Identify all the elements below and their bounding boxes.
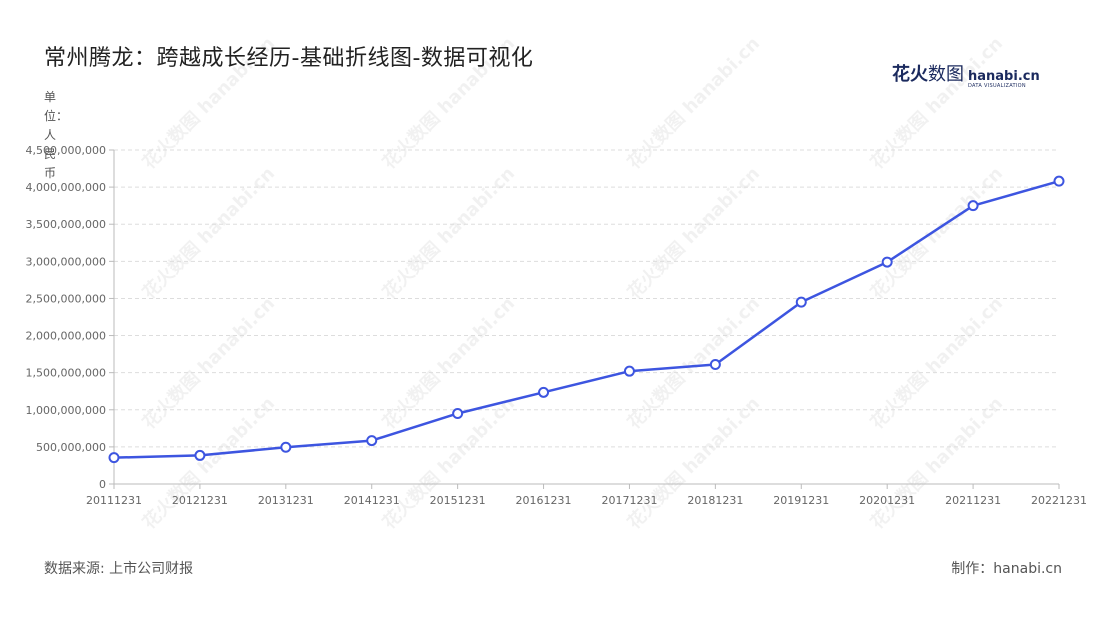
axes: [113, 150, 1059, 485]
x-tick-label: 20181231: [687, 494, 743, 507]
data-point: [1053, 175, 1065, 187]
watermark: 花火数图 hanabi.cn: [138, 162, 279, 303]
watermark: 花火数图 hanabi.cn: [866, 162, 1007, 303]
y-axis-unit-label: 单位：人民币: [44, 90, 69, 180]
watermark: 花火数图 hanabi.cn: [138, 32, 279, 173]
watermark: 花火数图 hanabi.cn: [866, 32, 1007, 173]
watermark: 花火数图 hanabi.cn: [378, 162, 519, 303]
data-point: [967, 200, 979, 212]
logo-en-block: hanabi.cn DATA VISUALIZATION: [968, 70, 1040, 89]
y-tick-label: 3,500,000,000: [26, 218, 106, 231]
credit-note: 制作：hanabi.cn: [951, 561, 1062, 577]
y-tick-label: 2,000,000,000: [26, 330, 106, 343]
data-point: [538, 386, 550, 398]
x-tick-label: 20111231: [86, 494, 142, 507]
logo-subtitle: DATA VISUALIZATION: [968, 83, 1026, 89]
grid-lines: [114, 149, 1059, 448]
y-tick-label: 4,000,000,000: [26, 181, 106, 194]
data-point: [280, 441, 292, 453]
y-tick-label: 3,000,000,000: [26, 255, 106, 268]
logo-en-text: hanabi.cn: [968, 69, 1040, 84]
data-point: [623, 365, 635, 377]
data-point: [709, 359, 721, 371]
watermark: 花火数图 hanabi.cn: [623, 162, 764, 303]
series-layer: [108, 175, 1065, 464]
y-tick-label: 1,000,000,000: [26, 404, 106, 417]
y-tick-label: 1,500,000,000: [26, 367, 106, 380]
x-axis-ticks: 20111231 20121231 20131231 20141231 20151231…: [86, 484, 1087, 507]
brand-logo: 花火数图 hanabi.cn DATA VISUALIZATION: [892, 60, 1040, 89]
x-tick-label: 20121231: [172, 494, 228, 507]
data-point: [452, 407, 464, 419]
logo-cn-light: 数图: [928, 64, 964, 85]
logo-cn-text: 花火数图: [892, 60, 964, 86]
data-point: [108, 452, 120, 464]
data-point: [881, 256, 893, 268]
y-axis-ticks: 0 500,000,000 1,000,000,000 1,500,000,000 2,…: [26, 144, 114, 491]
data-point: [795, 296, 807, 308]
data-point: [194, 449, 206, 461]
x-tick-label: 20221231: [1031, 494, 1087, 507]
y-tick-label: 4,500,000,000: [26, 144, 106, 157]
watermark: 花火数图 hanabi.cn: [378, 32, 519, 173]
x-tick-label: 20191231: [773, 494, 829, 507]
x-tick-label: 20151231: [430, 494, 486, 507]
data-source-note: 数据来源: 上市公司财报: [44, 561, 194, 577]
x-tick-label: 20201231: [859, 494, 915, 507]
x-tick-label: 20131231: [258, 494, 314, 507]
y-tick-label: 2,500,000,000: [26, 292, 106, 305]
data-point: [366, 435, 378, 447]
x-tick-label: 20161231: [516, 494, 572, 507]
series-line: [113, 179, 1060, 459]
chart-title: 常州腾龙：跨越成长经历-基础折线图-数据可视化: [44, 46, 534, 71]
x-tick-label: 20141231: [344, 494, 400, 507]
x-tick-label: 20171231: [601, 494, 657, 507]
y-tick-label: 500,000,000: [36, 441, 106, 454]
y-tick-label: 0: [99, 478, 106, 491]
x-tick-label: 20211231: [945, 494, 1001, 507]
watermark: 花火数图 hanabi.cn: [623, 32, 764, 173]
watermark-layer: 花火数图 hanabi.cn 花火数图 hanabi.cn 花火数图 hanabi.…: [138, 32, 1007, 533]
logo-cn-bold: 花火: [892, 64, 928, 85]
